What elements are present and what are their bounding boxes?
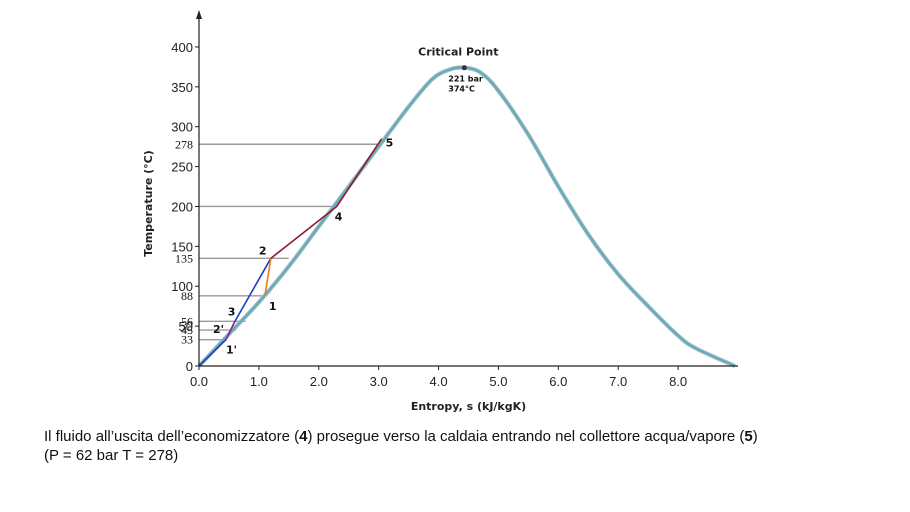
caption-text-2: ) prosegue verso la caldaia entrando nel… [307,428,745,445]
caption-text: Il fluido all’uscita dell’economizzatore… [44,428,300,445]
state-label: 2' [213,323,224,336]
y-tick-label: 50 [179,319,193,334]
x-tick-label: 2.0 [310,374,328,389]
state-label: 5 [386,137,394,150]
watermark-text: M.FIOREN [316,413,568,420]
isotherm-guides [199,143,382,341]
process-lines [198,138,383,367]
x-tick-label: 4.0 [430,374,448,389]
x-tick-label: 5.0 [489,374,507,389]
x-tick-label: 8.0 [669,374,687,389]
y-axis-label: Temperature (°C) [142,150,155,257]
y-marked-tick-label: 135 [175,251,193,265]
y-tick-label: 200 [171,199,193,214]
y-marked-tick-label: 45 [181,323,193,337]
y-axis-arrow [196,10,202,19]
saturation-dome-outline [197,65,736,368]
y-tick-label: 150 [171,239,193,254]
y-tick-label: 100 [171,279,193,294]
caption-state-5: 5 [744,428,753,445]
critical-point-pressure: 221 bar [448,75,483,84]
x-ticks: 0.0 1.0 2.0 3.0 4.0 5.0 6.0 7.0 8.0 [190,366,687,389]
process-line [270,138,383,259]
critical-point-temperature: 374°C [448,85,475,94]
state-label: 1 [269,300,277,313]
critical-point-marker [461,65,467,71]
state-label: 2 [259,244,267,257]
ts-diagram-chart: M.FIOREN 0.01.02.03.04.05.06.07.08.0 050… [142,10,738,420]
process-line [225,320,236,341]
y-marked-tick-label: 88 [181,289,193,303]
process-line [264,258,272,296]
x-tick-label: 0.0 [190,374,208,389]
x-tick-label: 1.0 [250,374,268,389]
caption-state-4: 4 [299,428,308,445]
y-tick-label: 400 [171,40,193,55]
caption: Il fluido all’uscita dell’economizzatore… [44,427,864,465]
y-ticks: 0 50 100 150 200 250 300 350 400 [171,40,199,374]
caption-conditions: (P = 62 bar T = 278) [44,447,179,464]
x-tick-label: 3.0 [370,374,388,389]
state-label: 1' [226,344,237,357]
y-tick-label: 350 [171,80,193,95]
saturation-dome-curve [198,66,736,368]
y-tick-label: 0 [186,359,193,374]
x-tick-label: 6.0 [549,374,567,389]
axes [196,10,738,367]
caption-text-3: ) [752,428,758,445]
state-labels: 1'2' 3 1 2 4 5 [213,137,393,357]
state-label: 3 [228,305,236,318]
y-marked-tick-label: 56 [181,314,193,328]
y-tick-label: 250 [171,160,193,175]
y-marked-tick-label: 33 [181,333,193,347]
state-label: 4 [335,210,343,223]
y-marked-tick-label: 278 [175,137,193,151]
y-tick-label: 300 [171,120,193,135]
x-tick-label: 7.0 [609,374,627,389]
watermark: M.FIOREN [316,413,568,420]
saturation-dome [197,65,736,368]
x-axis-label: Entropy, s (kJ/kgK) [411,400,526,413]
critical-point-label: Critical Point [418,46,498,59]
